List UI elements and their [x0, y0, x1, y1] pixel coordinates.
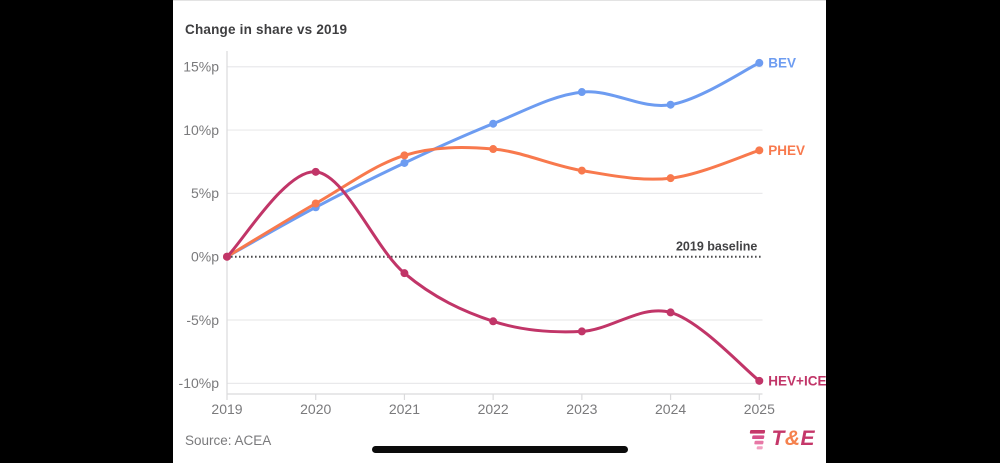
te-logo-letter-amp: &: [784, 427, 801, 450]
data-point-HEV+ICE: [311, 167, 320, 176]
data-point-BEV: [755, 58, 764, 67]
y-axis-tick-label: 5%p: [191, 185, 219, 201]
x-axis-tick-label: 2021: [389, 401, 420, 417]
te-logo-stripe: [754, 440, 765, 444]
source-text: Source: ACEA: [185, 433, 272, 448]
chart-svg: 15%p 10%p 5%p 0%p -5%p -10%p 2019 2020 2021 2022 2…: [179, 51, 826, 417]
series-end-label-HEV+ICE: HEV+ICE: [768, 374, 826, 389]
data-point-HEV+ICE: [666, 308, 675, 317]
te-logo-letter-e: E: [800, 427, 815, 450]
letterbox-right: [826, 0, 1000, 463]
data-point-HEV+ICE: [577, 327, 586, 336]
data-point-PHEV: [666, 174, 675, 183]
data-point-PHEV: [311, 199, 320, 208]
y-axis-tick-label: 10%p: [183, 122, 219, 138]
te-logo-mark-icon: [750, 429, 766, 449]
te-logo-stripe: [757, 445, 764, 449]
data-point-PHEV: [489, 145, 498, 154]
series-line-HEV+ICE: [225, 170, 761, 383]
data-point-HEV+ICE: [400, 269, 409, 278]
chart-title: Change in share vs 2019: [185, 22, 348, 37]
series-end-label-BEV: BEV: [768, 56, 796, 71]
x-axis-tick-label: 2019: [211, 401, 242, 417]
data-point-PHEV: [755, 146, 764, 155]
x-axis-tick-label: 2023: [566, 401, 597, 417]
y-axis-tick-label: -10%p: [179, 375, 220, 391]
chart-card: Change in share vs 2019 15%p 10%p 5%p 0%p -5…: [173, 0, 826, 463]
te-logo-stripe: [752, 434, 765, 439]
baseline-label: 2019 baseline: [676, 240, 757, 254]
te-logo-stripe: [750, 429, 766, 434]
data-point-HEV+ICE: [223, 252, 231, 261]
x-axis-tick-label: 2025: [744, 401, 775, 417]
data-point-HEV+ICE: [489, 317, 498, 326]
te-logo-letter-t: T: [771, 427, 785, 450]
y-axis-tick-label: 0%p: [191, 249, 219, 265]
data-point-PHEV: [400, 151, 409, 160]
x-axis-tick-label: 2022: [478, 401, 509, 417]
data-point-BEV: [489, 119, 498, 128]
te-logo-letters: T&E: [771, 426, 815, 452]
data-point-BEV: [666, 100, 675, 109]
series-line-BEV: [225, 61, 761, 259]
y-axis-tick-label: -5%p: [186, 312, 219, 328]
te-logo: T&E: [749, 426, 815, 452]
x-axis-tick-label: 2020: [300, 401, 331, 417]
letterbox-left: [0, 0, 173, 463]
data-point-BEV: [577, 88, 586, 97]
series-end-label-PHEV: PHEV: [768, 143, 805, 158]
x-axis-tick-label: 2024: [655, 401, 686, 417]
data-point-HEV+ICE: [755, 376, 764, 385]
y-axis-tick-label: 15%p: [183, 59, 219, 75]
data-point-PHEV: [577, 166, 586, 175]
home-indicator-handle[interactable]: [372, 446, 628, 453]
data-point-BEV: [400, 158, 409, 167]
